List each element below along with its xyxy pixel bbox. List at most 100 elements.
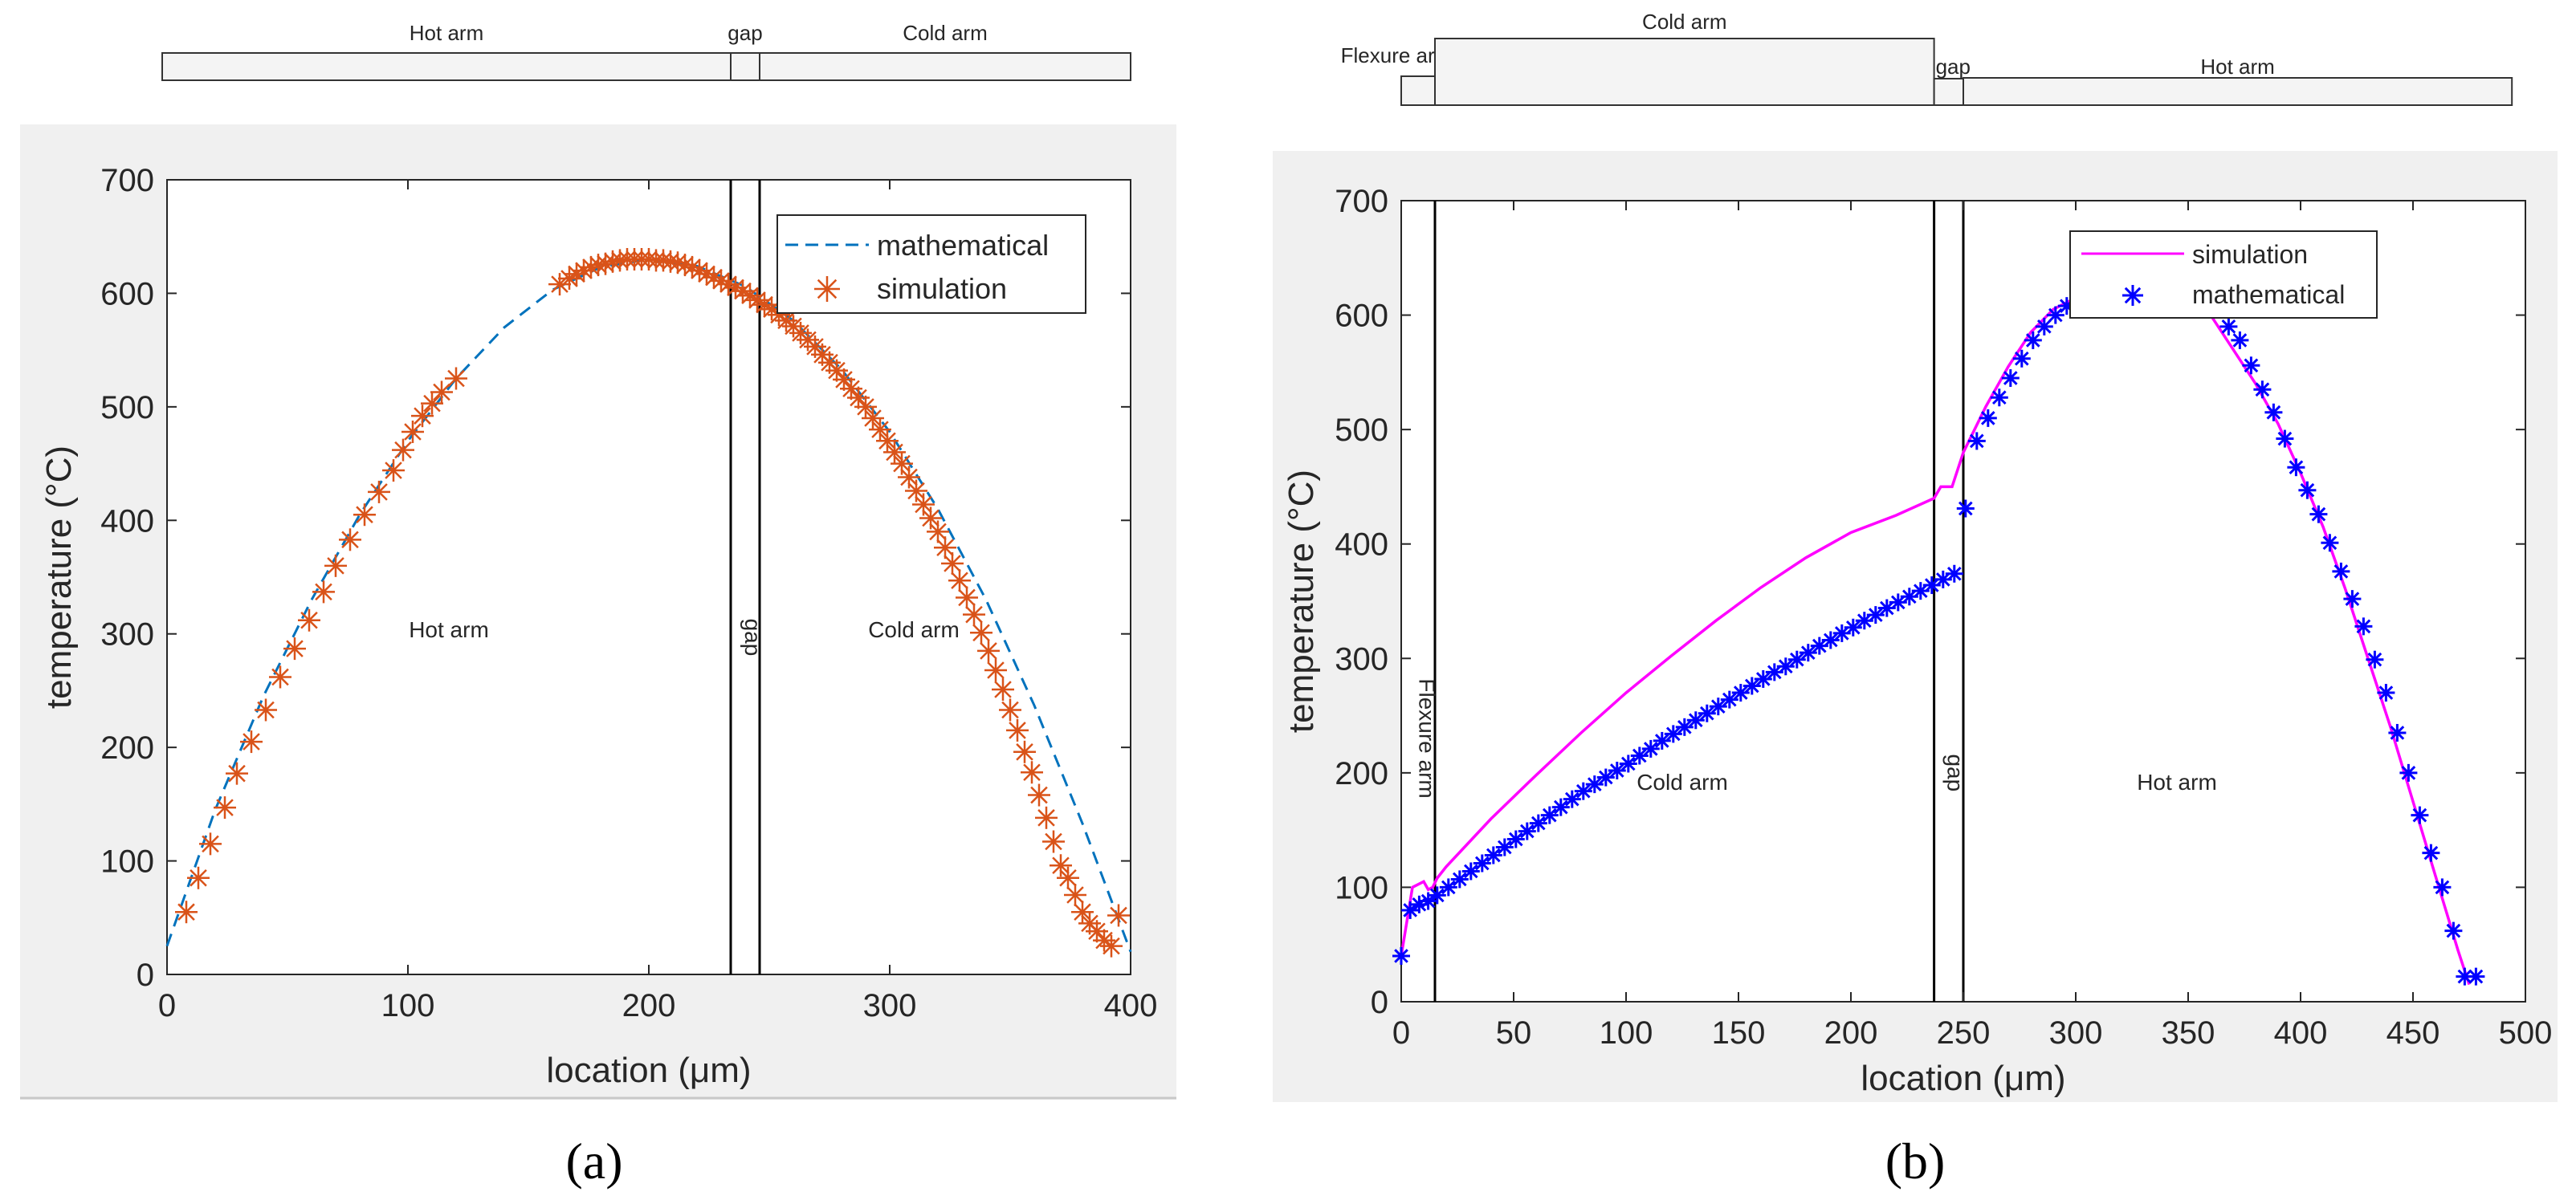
x-tick-label: 400 [2274, 1015, 2328, 1051]
data-point-mathematical [2035, 317, 2053, 336]
data-point-simulation [1006, 718, 1029, 742]
y-tick-label: 0 [137, 958, 154, 993]
x-tick-label: 0 [1392, 1015, 1410, 1051]
data-point-mathematical [2219, 317, 2238, 336]
region-labels-b: Flexure arm Cold arm gap Hot arm [1414, 678, 2216, 798]
data-point-mathematical [1401, 901, 1420, 919]
data-point-mathematical [1979, 409, 1997, 427]
legend-mathematical-label: mathematical [877, 229, 1049, 262]
x-tick-label: 150 [1712, 1015, 1766, 1051]
schematic-segment [759, 52, 1131, 81]
data-point-mathematical [2433, 878, 2452, 897]
data-point-mathematical [1495, 838, 1514, 856]
data-point-mathematical [1392, 946, 1410, 965]
data-point-mathematical [2253, 380, 2272, 399]
data-point-mathematical [2366, 650, 2384, 669]
panel-label-a: (a) [565, 1133, 622, 1190]
data-point-simulation [1107, 904, 1130, 927]
schematic-label: Hot arm [410, 21, 483, 45]
data-point-mathematical [2321, 534, 2339, 552]
legend-box-a [776, 214, 1086, 314]
data-point-mathematical [2354, 617, 2373, 636]
data-point-simulation [312, 580, 335, 604]
data-point-mathematical [2422, 844, 2440, 862]
data-point-mathematical [2287, 458, 2305, 477]
data-point-simulation [240, 730, 263, 754]
data-point-mathematical [1506, 830, 1525, 848]
data-point-mathematical [2276, 429, 2294, 448]
data-point-simulation [226, 762, 248, 785]
legend-simulation-label-b: simulation [2192, 240, 2308, 269]
schematic-segment [1400, 75, 1436, 106]
region-label: gap [740, 619, 765, 657]
data-point-mathematical [1450, 870, 1469, 889]
y-tick-label: 600 [100, 276, 154, 311]
data-point-mathematical [1461, 862, 1480, 881]
data-point-mathematical [1945, 564, 1963, 583]
data-point-simulation [753, 293, 776, 316]
data-point-simulation [1035, 806, 1058, 829]
data-point-simulation [869, 418, 891, 441]
x-tick-label: 300 [863, 988, 917, 1023]
data-point-mathematical [2332, 562, 2350, 580]
data-point-simulation [963, 603, 985, 626]
data-point-simulation [956, 586, 978, 609]
data-point-simulation [891, 452, 913, 475]
data-point-simulation [992, 678, 1014, 702]
axis-ticks-a: 0 100 200 300 400 0 100 200 300 400 500 600 700 [100, 163, 1157, 1023]
y-tick-label: 200 [100, 730, 154, 766]
x-tick-label: 50 [1496, 1015, 1532, 1051]
x-tick-label: 450 [2386, 1015, 2440, 1051]
data-point-mathematical [1776, 657, 1795, 676]
y-tick-label: 100 [1335, 870, 1388, 905]
y-tick-label: 700 [1335, 184, 1388, 219]
data-point-mathematical [2012, 349, 2031, 368]
x-tick-label: 100 [381, 988, 435, 1023]
data-point-simulation [175, 901, 198, 924]
data-point-simulation [854, 395, 877, 418]
series-mathematical-a [165, 258, 1132, 953]
data-point-mathematical [1439, 878, 1457, 897]
region-label: gap [1942, 754, 1967, 791]
data-point-simulation [324, 554, 347, 577]
data-point-simulation [1021, 761, 1043, 784]
x-tick-label: 0 [158, 988, 176, 1023]
region-label: Hot arm [409, 617, 489, 642]
data-point-simulation [298, 608, 320, 632]
data-point-mathematical [1473, 854, 1491, 872]
y-tick-label: 700 [100, 163, 154, 198]
x-tick-label: 350 [2162, 1015, 2215, 1051]
data-point-mathematical [2467, 967, 2485, 986]
structure-schematic-a: Hot arm gap Cold arm [161, 21, 1131, 81]
schematic-segment [1963, 77, 2513, 106]
structure-schematic-b: Flexure arm Cold arm gap Hot arm [1341, 10, 2513, 106]
data-point-mathematical [1686, 711, 1705, 730]
series-line-mathematical [165, 258, 1132, 953]
data-point-simulation [1042, 830, 1065, 853]
y-axis-label-a: temperature (°C) [39, 445, 79, 709]
y-tick-label: 600 [1335, 299, 1388, 334]
data-point-mathematical [2444, 921, 2463, 940]
region-lines-a [729, 180, 761, 974]
data-point-mathematical [2264, 403, 2283, 421]
data-point-mathematical [1675, 718, 1694, 736]
x-axis-label-b: location (μm) [1861, 1059, 2065, 1098]
data-point-simulation [970, 621, 992, 645]
y-tick-label: 500 [100, 390, 154, 425]
data-point-simulation [353, 503, 376, 527]
data-point-mathematical [1956, 499, 1975, 518]
data-point-mathematical [2298, 481, 2317, 499]
data-point-simulation [876, 429, 899, 453]
panel-b: Flexure arm Cold arm gap Hot arm 0 50 100 150 2… [1273, 10, 2558, 1190]
y-axis-label-b: temperature (°C) [1282, 470, 1321, 733]
data-point-mathematical [2411, 806, 2429, 824]
data-point-mathematical [1596, 768, 1615, 787]
data-point-mathematical [2046, 306, 2064, 324]
axis-ticks-b: 0 50 100 150 200 250 300 350 400 450 500 0 100 200 300… [1335, 184, 2552, 1051]
data-point-mathematical [1484, 846, 1502, 864]
region-label: Cold arm [868, 617, 960, 642]
legend-mathematical-label-b: mathematical [2192, 280, 2345, 309]
data-point-mathematical [1922, 576, 1941, 595]
data-point-simulation [948, 569, 971, 592]
